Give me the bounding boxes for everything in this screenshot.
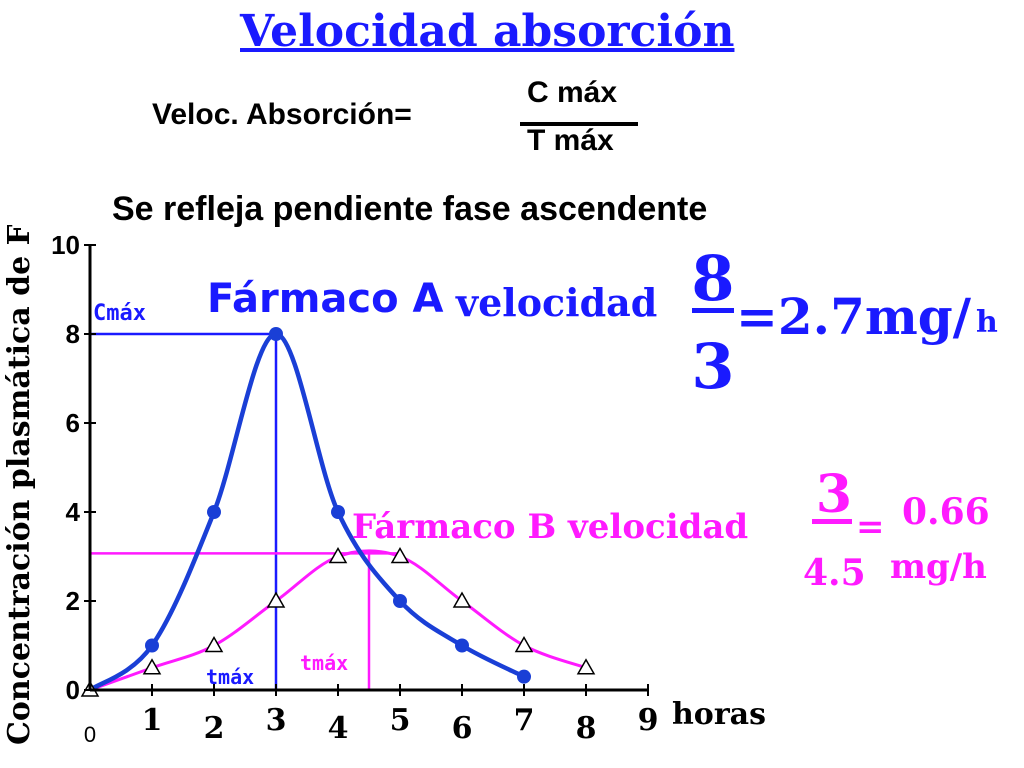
formula-fraction-bar	[520, 122, 638, 126]
y-tick-label: 8	[66, 319, 80, 349]
drug-b-equals: =	[856, 507, 885, 547]
series-a-point	[269, 327, 283, 341]
series-a-point	[517, 669, 531, 684]
x-tick-label: 4	[328, 711, 349, 746]
series-a-point	[207, 505, 221, 519]
slide-title: Velocidad absorción	[240, 6, 735, 57]
drug-a-label: Fármaco A	[207, 276, 443, 322]
series-a-point	[331, 505, 345, 519]
series-b-point	[142, 658, 162, 675]
series-a-line	[88, 331, 526, 692]
drug-b-result-unit: mg/h	[890, 547, 987, 587]
drug-b-numerator: 3	[816, 464, 852, 525]
x-axis-label: horas	[672, 697, 766, 732]
x-tick-label: 2	[204, 711, 225, 746]
y-tick-label: 4	[66, 497, 81, 527]
x-origin-label: 0	[84, 722, 96, 747]
formula-numerator: C máx	[527, 76, 618, 109]
series-b-point	[266, 591, 286, 608]
tmax-a-label: tmáx	[206, 665, 254, 689]
x-tick-label: 7	[514, 703, 535, 738]
y-tick-label: 0	[66, 675, 80, 705]
series-b-point	[328, 546, 348, 564]
series-a-point	[455, 638, 469, 653]
drug-b-result: 0.66	[902, 491, 990, 533]
drug-a-fraction-bar	[692, 308, 734, 313]
drug-b-fraction-bar	[812, 519, 852, 524]
formula-label: Veloc. Absorción=	[152, 98, 412, 131]
drug-b-denominator: 4.5	[803, 552, 866, 594]
cmax-label: Cmáx	[93, 301, 146, 326]
series-a-point	[145, 638, 159, 653]
slide-subtitle: Se refleja pendiente fase ascendente	[112, 190, 708, 228]
y-tick-label: 2	[66, 586, 80, 616]
series-b-point	[390, 546, 410, 564]
series-b-point	[576, 658, 596, 675]
drug-a-velocity-label: velocidad	[455, 280, 657, 325]
drug-a-result-unit: h	[976, 305, 998, 340]
x-tick-label: 8	[576, 711, 597, 746]
x-tick-label: 1	[142, 703, 163, 738]
y-tick-label: 10	[51, 230, 80, 260]
series-b-point	[204, 635, 224, 653]
drug-a-result: =2.7mg/	[736, 287, 972, 346]
series-a-point	[393, 594, 407, 608]
y-tick-label: 6	[66, 408, 80, 438]
drug-a-numerator: 8	[691, 242, 734, 315]
series-b-point	[514, 635, 534, 653]
drug-b-label: Fármaco B velocidad	[352, 507, 748, 547]
x-tick-label: 6	[452, 711, 473, 746]
x-tick-label: 5	[390, 703, 411, 738]
drug-a-denominator: 3	[691, 330, 734, 403]
formula-denominator: T máx	[527, 124, 614, 157]
x-tick-label: 9	[638, 703, 659, 738]
series-b-point	[452, 591, 472, 608]
x-tick-label: 3	[266, 703, 287, 738]
tmax-b-label: tmáx	[300, 651, 348, 675]
